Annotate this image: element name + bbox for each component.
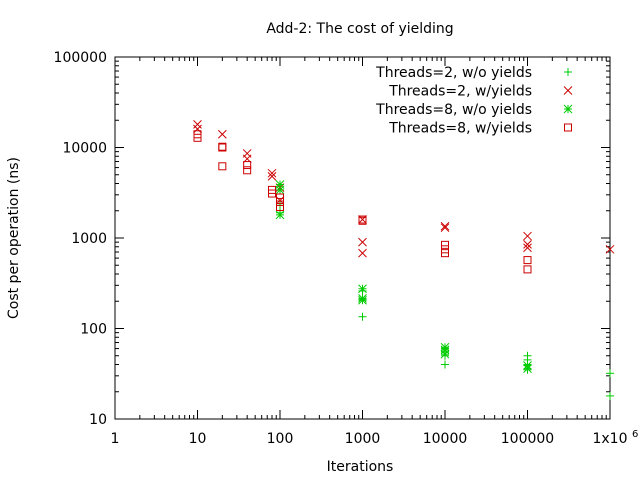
- legend-marker: [564, 68, 572, 76]
- y-axis-label: Cost per operation (ns): [6, 157, 22, 319]
- data-point-series-4: [218, 162, 227, 171]
- data-point-series-4: [193, 130, 202, 139]
- data-point-series-3: [358, 294, 367, 303]
- data-point-series-1: [523, 351, 532, 360]
- legend-label: Threads=2, w/yields: [388, 84, 532, 100]
- data-point-series-4: [276, 203, 284, 212]
- chart-title: Add-2: The cost of yielding: [266, 21, 453, 37]
- x-tick-label-exponent: 6: [632, 429, 638, 440]
- legend-marker: [563, 104, 573, 114]
- data-points: [193, 120, 615, 400]
- x-tick-label: 1: [111, 431, 120, 447]
- data-point-series-2: [523, 240, 532, 249]
- data-point-series-2: [242, 149, 252, 158]
- data-point-series-4: [268, 185, 277, 194]
- data-point-series-2: [358, 215, 367, 224]
- data-point-series-2: [267, 168, 277, 178]
- data-point-series-2: [440, 221, 450, 231]
- data-point-series-1: [441, 360, 449, 369]
- legend: Threads=2, w/o yields Threads=2, w/yields…: [375, 65, 573, 137]
- data-point-series-2: [358, 248, 367, 258]
- data-point-series-2: [193, 120, 202, 129]
- data-point-series-2: [440, 223, 450, 233]
- data-point-series-4: [218, 142, 227, 151]
- data-point-series-3: [440, 342, 450, 352]
- data-point-series-4: [523, 265, 532, 274]
- x-tick-label: 1x10: [592, 431, 627, 447]
- x-ticks: 1 10 100 1000 10000 100000 1x10 6: [111, 57, 638, 447]
- data-point-series-4: [243, 166, 252, 175]
- data-point-series-2: [217, 129, 227, 139]
- data-point-series-2: [605, 244, 615, 254]
- data-point-series-4: [441, 245, 449, 254]
- y-ticks: 10 100 1000 10000 100000: [54, 50, 610, 428]
- legend-label: Threads=8, w/yields: [388, 121, 532, 137]
- y-tick-label: 100: [80, 322, 107, 338]
- y-tick-label: 1000: [71, 231, 107, 247]
- data-point-series-4: [523, 256, 532, 265]
- data-point-series-2: [523, 231, 532, 241]
- data-point-series-2: [267, 171, 277, 181]
- x-tick-label: 10: [189, 431, 207, 447]
- data-point-series-4: [358, 215, 367, 224]
- x-tick-label: 10000: [423, 431, 468, 447]
- data-point-series-4: [276, 193, 284, 202]
- x-axis-label: Iterations: [327, 459, 394, 475]
- legend-label: Threads=2, w/o yields: [375, 65, 532, 81]
- data-point-series-3: [523, 361, 532, 370]
- plot-frame: [114, 56, 611, 420]
- data-point-series-4: [243, 161, 252, 170]
- legend-marker: [564, 123, 572, 132]
- x-tick-label: 1000: [345, 431, 381, 447]
- data-point-series-2: [523, 243, 532, 253]
- data-point-series-3: [440, 349, 450, 359]
- legend-marker: [563, 86, 573, 95]
- x-tick-label: 100: [267, 431, 294, 447]
- y-tick-label: 100000: [54, 50, 107, 66]
- data-point-series-3: [275, 210, 285, 220]
- data-point-series-4: [276, 197, 284, 206]
- data-point-series-4: [441, 240, 449, 249]
- y-tick-label: 10000: [62, 141, 107, 157]
- data-point-series-3: [358, 284, 367, 294]
- data-point-series-3: [275, 180, 285, 189]
- y-tick-label: 10: [89, 412, 107, 428]
- legend-label: Threads=8, w/o yields: [375, 102, 532, 118]
- data-point-series-2: [193, 124, 202, 134]
- data-point-series-1: [606, 369, 614, 378]
- data-point-series-1: [606, 391, 614, 400]
- data-point-series-1: [358, 312, 367, 321]
- data-point-series-2: [358, 237, 367, 247]
- x-tick-label: 100000: [501, 431, 554, 447]
